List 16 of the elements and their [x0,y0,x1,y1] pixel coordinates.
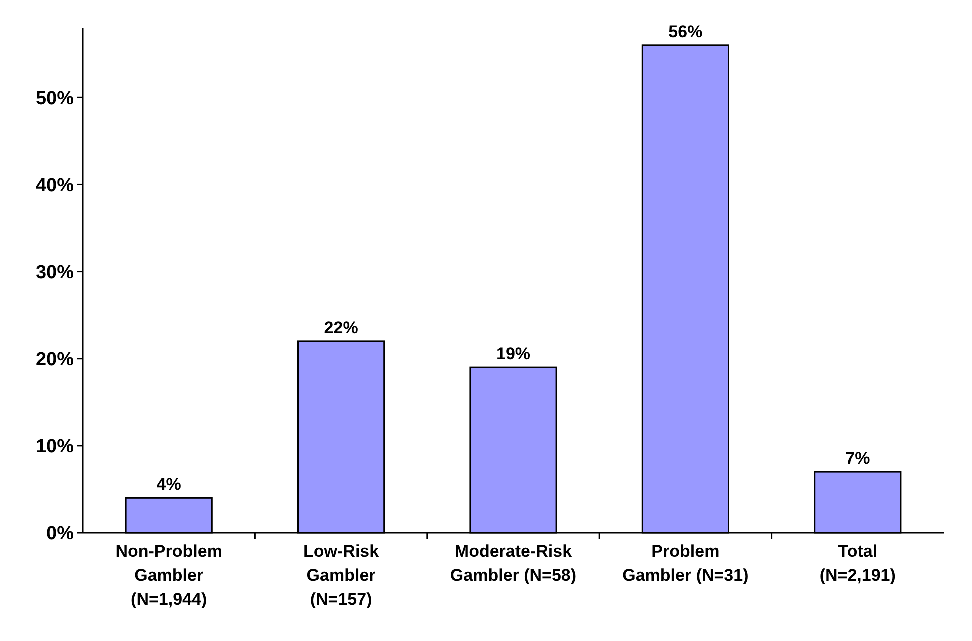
y-tick-label: 20% [36,350,74,371]
y-tick-label: 0% [46,524,74,545]
data-label: 22% [324,318,358,338]
y-tick-label: 30% [36,262,74,284]
data-label: 56% [668,22,703,42]
data-label: 7% [846,449,870,468]
data-label: 19% [496,344,531,364]
y-tick-label: 40% [36,175,74,196]
x-tick-label: Total (N=2,191) [820,542,896,585]
x-tick-label: Non-Problem Gambler (N=1,944) [116,542,222,609]
x-tick-label: Problem Gambler (N=31) [622,542,749,585]
y-tick-label: 10% [36,436,74,458]
x-tick-label: Moderate-Risk Gambler (N=58) [450,542,577,585]
y-tick-label: 50% [36,88,74,110]
x-tick-label: Low-Risk Gambler (N=157) [304,542,380,609]
data-label: 4% [156,475,182,494]
